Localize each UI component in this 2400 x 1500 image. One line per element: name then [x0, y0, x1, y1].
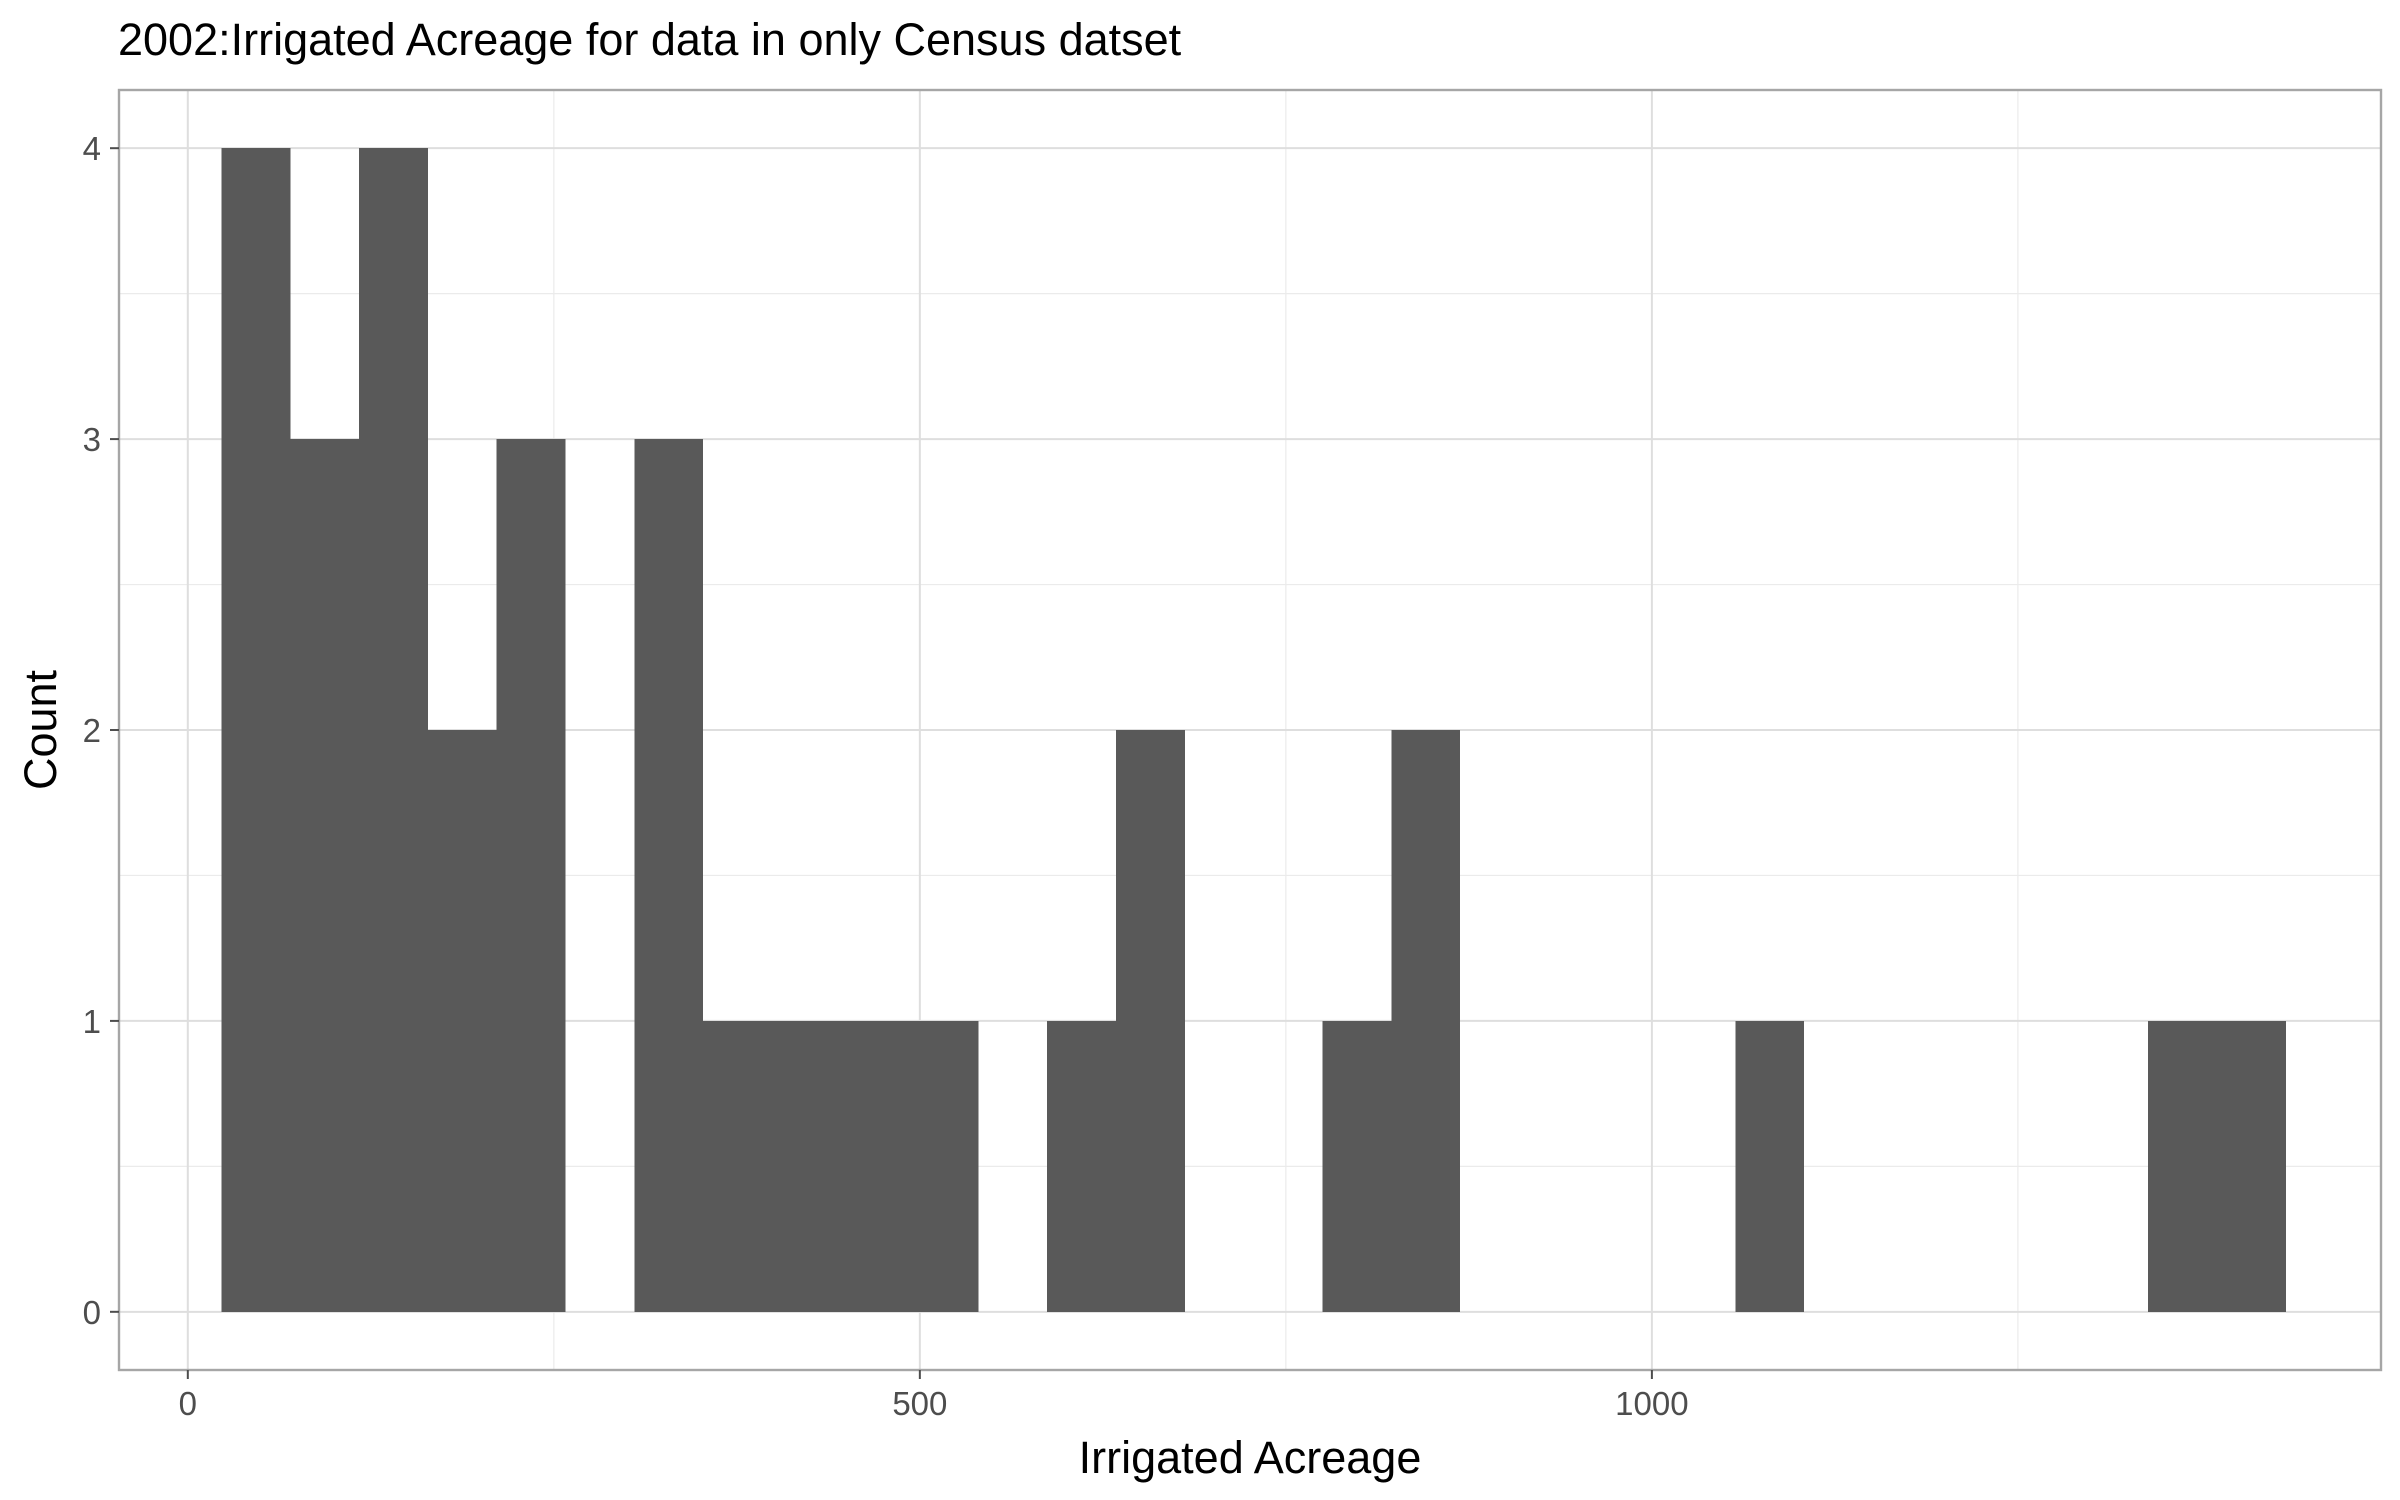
histogram-bar [290, 439, 360, 1312]
y-tick-label: 1 [83, 1003, 101, 1040]
histogram-bar [427, 730, 497, 1312]
y-tick-label: 3 [83, 421, 101, 458]
x-tick-label: 0 [179, 1385, 197, 1422]
y-tick-label: 4 [83, 130, 101, 167]
x-tick-label: 1000 [1615, 1385, 1688, 1422]
chart-title: 2002:Irrigated Acreage for data in only … [118, 14, 1182, 65]
histogram-bar [703, 1020, 772, 1312]
histogram-bar [840, 1020, 910, 1312]
x-axis-title: Irrigated Acreage [1079, 1432, 1422, 1483]
y-tick-label: 2 [83, 712, 101, 749]
histogram-bar [221, 148, 291, 1312]
histogram-bar [909, 1020, 979, 1312]
histogram-bar [2217, 1020, 2286, 1312]
histogram-bar [1116, 730, 1185, 1312]
histogram-bar [2148, 1020, 2218, 1312]
x-tick-label: 500 [892, 1385, 947, 1422]
y-axis-title: Count [15, 669, 66, 790]
x-axis: 0 500 1000 [179, 1370, 1689, 1422]
histogram-bar [1391, 730, 1461, 1312]
y-tick-label: 0 [83, 1294, 101, 1331]
histogram-bar [496, 439, 566, 1312]
histogram-bar [1047, 1020, 1117, 1312]
histogram-bar [634, 439, 704, 1312]
histogram-bars [221, 148, 2286, 1312]
histogram-bar [359, 148, 428, 1312]
histogram-bar [771, 1020, 841, 1312]
histogram-bar [1322, 1020, 1392, 1312]
histogram-bar [1735, 1020, 1805, 1312]
y-axis: 0 1 2 3 4 [83, 130, 119, 1331]
